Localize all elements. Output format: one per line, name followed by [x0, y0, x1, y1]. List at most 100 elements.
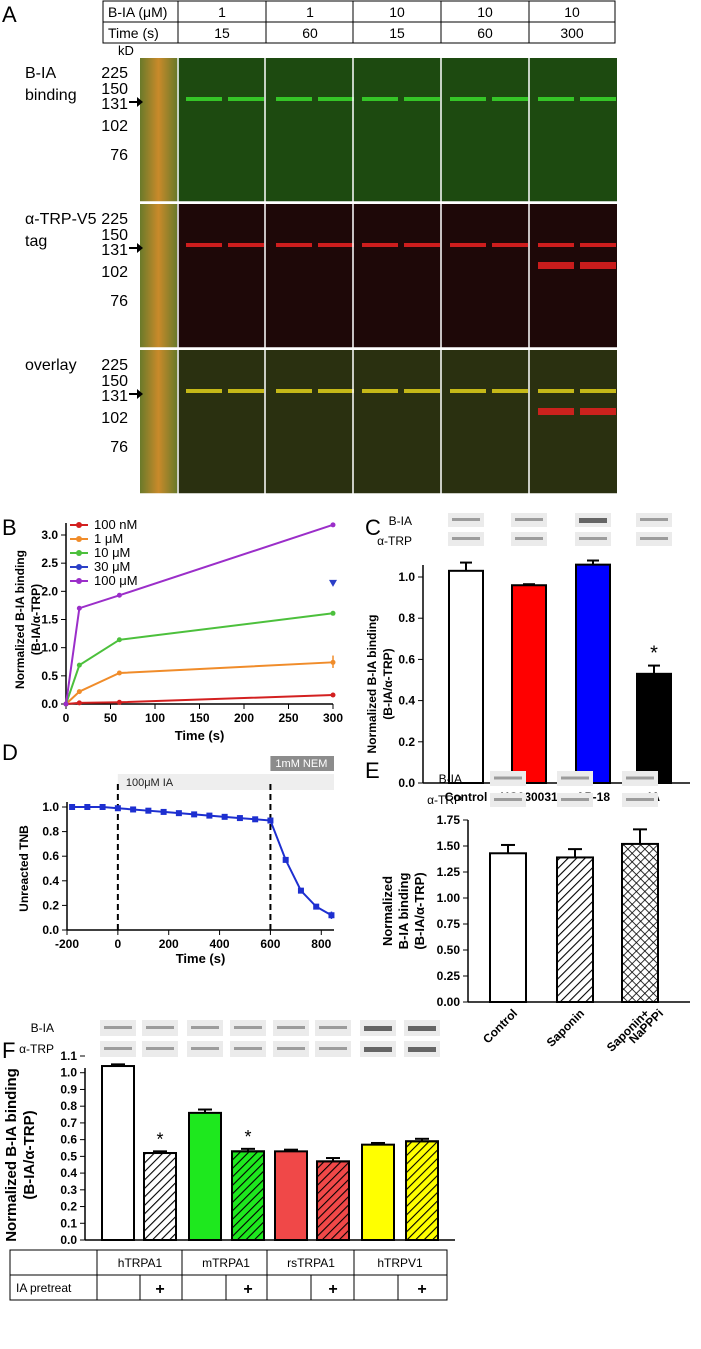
series-line: [65, 612, 334, 705]
protein-band: [580, 262, 616, 269]
x-tick-label: 800: [311, 937, 331, 951]
protein-band: [561, 798, 589, 801]
protein-band: [319, 1047, 347, 1050]
conc-cell: 1: [218, 4, 226, 20]
kd-marker: 225: [101, 65, 128, 82]
data-point: [329, 579, 337, 587]
blot-label: α-TRP: [377, 534, 412, 548]
protein-band: [318, 97, 354, 101]
protein-band: [319, 1026, 347, 1029]
protein-band: [228, 243, 264, 247]
protein-band: [538, 408, 574, 415]
y-tick-label: 0.9: [60, 1082, 77, 1096]
pretreat-marker: +: [328, 1281, 337, 1298]
protein-band: [580, 97, 616, 101]
category-label: Control: [445, 790, 488, 804]
kd-marker: 102: [101, 264, 128, 281]
bar: [636, 672, 672, 785]
kd-marker: 102: [101, 118, 128, 135]
panel-a-letter: A: [2, 2, 17, 27]
legend-marker: [76, 522, 82, 528]
chart-e: 0.00 0.25 0.50 0.75 1.00 1.25 1.50 1.75 Normaliz…: [380, 771, 690, 1055]
data-point: [76, 605, 82, 611]
x-tick-label: 200: [159, 937, 179, 951]
y-axis-label: (B-IA/α-TRP): [21, 1110, 38, 1199]
kd-marker: 131: [101, 388, 128, 405]
y-tick-label: 0.6: [398, 652, 415, 666]
bar: [621, 842, 659, 1003]
protein-band: [364, 1047, 392, 1052]
protein-band: [626, 798, 654, 801]
y-tick-label: 1.25: [437, 865, 461, 879]
row-label: tag: [25, 233, 47, 250]
panel-d-letter: D: [2, 740, 18, 765]
legend-label: 100 μM: [94, 573, 138, 588]
series-line: [72, 806, 332, 917]
protein-band: [580, 408, 616, 415]
y-tick-label: 1.1: [60, 1049, 77, 1063]
pretreat-marker: +: [243, 1281, 252, 1298]
row-label: binding: [25, 87, 77, 104]
bar: [575, 563, 611, 785]
row-label: α-TRP-V5: [25, 211, 97, 228]
blot-label: α-TRP: [427, 793, 462, 807]
chart-f: 0.0 0.1 0.2 0.3 0.4 0.5 0.6 0.7 0.8 0.9 1.0 1.1 Norm…: [3, 1020, 455, 1301]
protein-band: [452, 537, 480, 540]
y-tick-label: 0.2: [398, 735, 415, 749]
blot-label: B-IA: [439, 772, 462, 786]
protein-band: [277, 1047, 305, 1050]
protein-band: [104, 1047, 132, 1050]
protein-band: [450, 97, 486, 101]
legend-marker: [76, 536, 82, 542]
legend-label: 10 μM: [94, 545, 130, 560]
data-point: [99, 804, 106, 810]
y-axis-label: Normalized B-IA binding: [13, 550, 27, 689]
bar: [361, 1143, 395, 1241]
protein-band: [538, 389, 574, 393]
x-tick-label: 0: [115, 937, 122, 951]
bar: [101, 1065, 135, 1242]
protein-band: [640, 537, 668, 540]
row-label: overlay: [25, 357, 77, 374]
kd-label: kD: [118, 43, 134, 58]
time-header: Time (s): [108, 25, 159, 41]
treatment-label: 1mM NEM: [275, 758, 327, 770]
ladder-lane: [140, 350, 177, 494]
x-tick-label: 0: [63, 711, 70, 725]
panel-c-letter: C: [365, 515, 381, 540]
data-point: [175, 810, 182, 817]
protein-band: [228, 389, 264, 393]
protein-band: [561, 776, 589, 780]
group-label: rsTRPA1: [287, 1256, 335, 1270]
data-point: [116, 699, 122, 705]
pretreat-marker: +: [155, 1281, 164, 1298]
conc-cell: 10: [389, 4, 405, 20]
protein-band: [538, 97, 574, 101]
y-tick-label: 0.6: [42, 849, 59, 863]
y-tick-label: 0.0: [398, 776, 415, 790]
kd-marker: 131: [101, 96, 128, 113]
pretreat-marker: +: [417, 1281, 426, 1298]
protein-band: [579, 518, 607, 523]
protein-band: [492, 243, 528, 247]
x-tick-label: 600: [260, 937, 280, 951]
header-table: B-IA (μM) Time (s) 1 1 10 10 10 15 60 15 60 300: [102, 0, 616, 44]
protein-band: [515, 518, 543, 521]
data-point: [206, 812, 213, 819]
significance-marker: *: [156, 1129, 163, 1149]
y-tick-label: 0.0: [41, 697, 58, 711]
protein-band: [277, 1026, 305, 1029]
treatment-label: 100μM IA: [126, 777, 174, 789]
protein-band: [318, 243, 354, 247]
y-tick-label: 0.5: [41, 669, 58, 683]
legend-marker: [76, 550, 82, 556]
y-tick-label: 0.4: [60, 1166, 77, 1180]
group-label: hTRPV1: [377, 1256, 423, 1270]
y-tick-label: 1.0: [398, 570, 415, 584]
y-tick-label: 0.7: [60, 1116, 77, 1130]
protein-band: [494, 798, 522, 801]
y-tick-label: 1.00: [437, 891, 461, 905]
protein-band: [276, 243, 312, 247]
y-axis-label: Normalized B-IA binding: [365, 615, 379, 754]
